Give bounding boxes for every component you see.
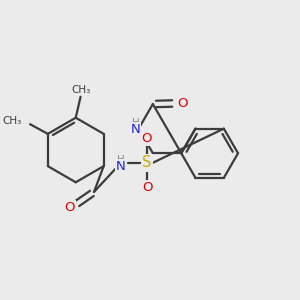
Text: N: N (116, 160, 126, 172)
Text: O: O (142, 181, 153, 194)
Text: S: S (142, 155, 152, 170)
Text: O: O (141, 132, 151, 145)
Text: CH₃: CH₃ (72, 85, 91, 95)
Text: H: H (132, 118, 139, 128)
Text: O: O (177, 97, 188, 110)
Text: H: H (117, 155, 125, 165)
Text: CH₃: CH₃ (2, 116, 22, 126)
Text: N: N (130, 123, 140, 136)
Text: O: O (64, 201, 75, 214)
